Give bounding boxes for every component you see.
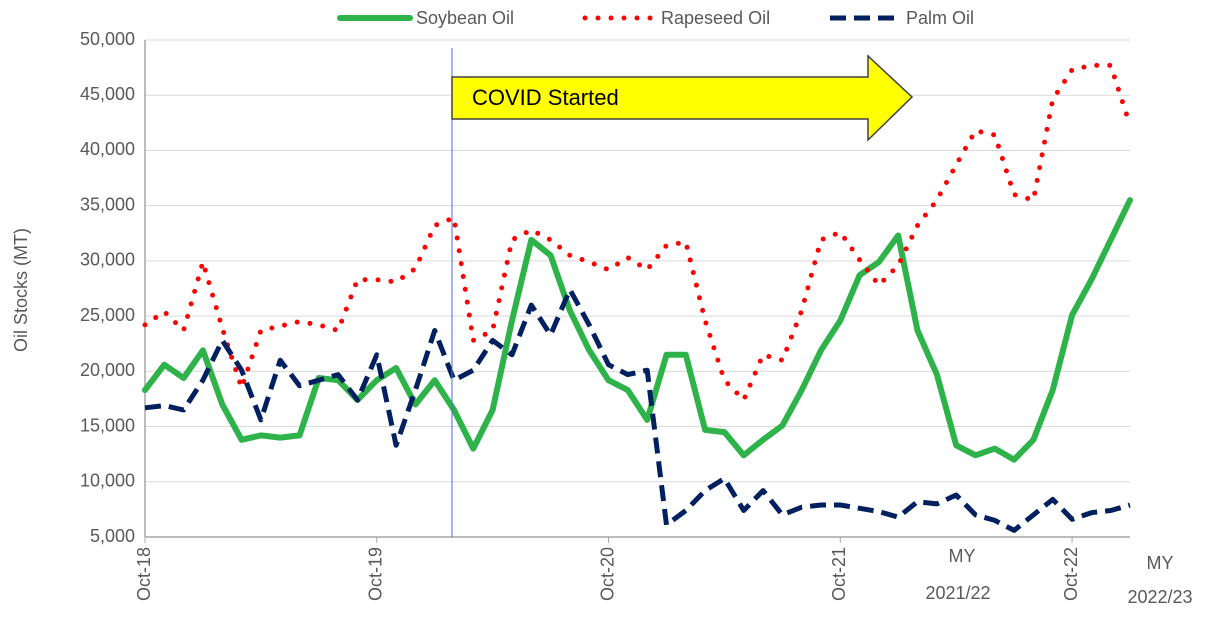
y-tick-label: 35,000 — [80, 194, 135, 214]
y-tick-label: 50,000 — [80, 29, 135, 49]
plot: 5,000 10,000 15,000 20,000 25,000 30,000 35,00… — [80, 8, 1133, 601]
x-tick-label: Oct-21 — [829, 547, 849, 601]
y-tick-label: 10,000 — [80, 471, 135, 491]
annotation: COVID Started — [472, 85, 619, 110]
x-tick-label: Oct-19 — [366, 547, 386, 601]
y-tick-label: 25,000 — [80, 305, 135, 325]
annotation: 2021/22 — [925, 583, 990, 603]
y-axis-label: Oil Stocks (MT) — [11, 228, 31, 352]
y-tick-label: 15,000 — [80, 415, 135, 435]
legend-label: Soybean Oil — [416, 8, 514, 28]
y-tick-label: 45,000 — [80, 84, 135, 104]
annotation: MY — [949, 546, 976, 566]
y-tick-label: 40,000 — [80, 139, 135, 159]
y-tick-label: 20,000 — [80, 360, 135, 380]
line-dashed — [144, 287, 1131, 533]
x-tick-label: Oct-22 — [1061, 547, 1081, 601]
x-tick-label: Oct-18 — [134, 547, 154, 601]
line-solid — [142, 197, 1133, 463]
legend-label: Palm Oil — [906, 8, 974, 28]
y-tick-label: 5,000 — [90, 526, 135, 546]
annotation: 2022/23 — [1127, 587, 1192, 607]
line-dotted — [142, 62, 1133, 403]
x-tick-label: Oct-20 — [597, 547, 617, 601]
y-tick-label: 30,000 — [80, 250, 135, 270]
annotation: MY — [1147, 553, 1174, 573]
covid-arrow — [451, 54, 914, 142]
legend-label: Rapeseed Oil — [661, 8, 770, 28]
